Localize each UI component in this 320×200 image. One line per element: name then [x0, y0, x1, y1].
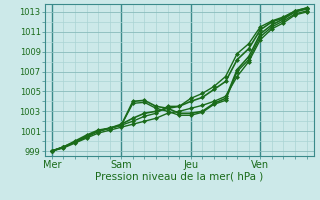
X-axis label: Pression niveau de la mer( hPa ): Pression niveau de la mer( hPa ): [95, 172, 263, 182]
